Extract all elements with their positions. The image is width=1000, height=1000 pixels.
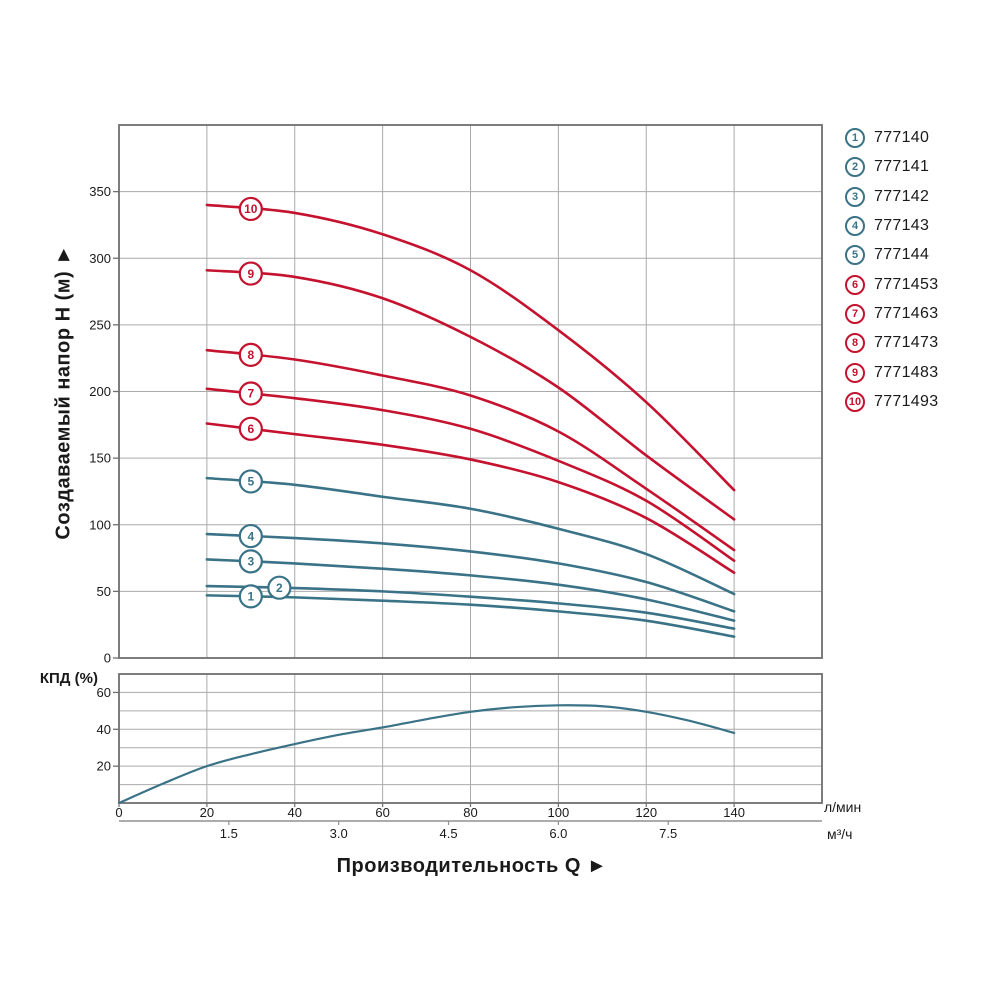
x-tick-label-m3h: 7.5: [659, 826, 677, 841]
legend-item-7771463: 7 7771463: [845, 303, 939, 324]
legend-item-7771453: 6 7771453: [845, 274, 939, 295]
y-tick-label: 0: [104, 651, 111, 666]
efficiency-curve: [117, 704, 736, 805]
head-chart: 0 50 100 150 200 250 300 350 1 2 3 4 5 6 7 8 9 10: [89, 124, 823, 666]
flow-unit-m3h: м³/ч: [827, 826, 853, 842]
legend-model-number: 777140: [874, 129, 930, 146]
legend-number-badge: 3: [845, 186, 865, 207]
legend-item-777143: 4 777143: [845, 215, 930, 236]
legend-model-number: 777144: [874, 246, 930, 264]
legend-number-badge: 9: [845, 362, 865, 383]
flow-unit-lmin: л/мин: [824, 799, 862, 815]
curve-777140: [205, 594, 736, 638]
y-tick-label: 50: [97, 584, 111, 599]
curve-7771453: [205, 422, 736, 575]
y-tick-label: 200: [89, 384, 111, 399]
legend-item-777144: 5 777144: [845, 245, 930, 266]
y-tick-label: 40: [97, 722, 111, 737]
y-tick-label: 150: [89, 451, 111, 466]
x-tick-label-m3h: 6.0: [549, 826, 567, 841]
curve-badge-6: [238, 416, 263, 441]
legend-model-number: 7771493: [874, 392, 939, 410]
curve-badge-number: 2: [276, 581, 283, 595]
legend-number-badge: 6: [845, 274, 865, 295]
curve-7771493: [205, 203, 736, 492]
curve-badge-2: [267, 575, 292, 600]
legend-number-badge: 5: [845, 245, 865, 266]
legend-model-number: 7771463: [874, 304, 939, 322]
legend-model-number: 777142: [874, 187, 930, 205]
curve-badge-5: [238, 469, 263, 494]
legend-item-777142: 3 777142: [845, 186, 930, 207]
curve-badge-number: 9: [247, 267, 254, 281]
curve-badge-number: 10: [244, 202, 258, 216]
x-tick-label-lmin: 120: [635, 805, 657, 820]
curve-badge-number: 1: [247, 590, 254, 604]
curve-badge-number: 6: [247, 422, 254, 436]
legend-item-7771473: 8 7771473: [845, 333, 939, 354]
legend-item-777141: 2 777141: [845, 157, 930, 178]
legend-model-number: 7771473: [874, 334, 939, 352]
flow-axis: 0 20 40 60 80 100 120 140 1.5 3.0 4.5 6.0 7.5: [115, 803, 822, 841]
curve-7771483: [205, 268, 736, 521]
x-tick-label-lmin: 0: [115, 805, 122, 820]
x-tick-label-lmin: 40: [288, 805, 302, 820]
curve-badge-4: [238, 523, 263, 549]
legend-item-7771483: 9 7771483: [845, 362, 939, 383]
curve-7771463: [205, 387, 736, 563]
curve-badge-8: [238, 342, 263, 367]
x-tick-label-m3h: 3.0: [330, 826, 348, 841]
legend-model-number: 777141: [874, 158, 930, 176]
x-tick-label-lmin: 140: [723, 805, 745, 820]
y-tick-label: 60: [97, 685, 111, 700]
legend-item-777140: 1 777140: [845, 128, 929, 148]
efficiency-axis-label: КПД (%): [39, 670, 98, 687]
curve-777144: [205, 476, 736, 596]
x-tick-label-lmin: 80: [463, 805, 477, 820]
legend-number-badge: 7: [845, 303, 865, 324]
curve-badge-9: [238, 261, 263, 286]
curve-badge-number: 7: [247, 387, 254, 401]
y-tick-label: 20: [97, 759, 111, 774]
legend-item-7771493: 10 7771493: [845, 391, 939, 412]
curve-777143: [205, 532, 736, 613]
legend-model-number: 777143: [874, 216, 930, 234]
y-tick-label: 300: [89, 251, 111, 266]
x-tick-label-lmin: 100: [548, 805, 570, 820]
curve-badge-number: 8: [247, 348, 254, 362]
x-tick-label-lmin: 20: [200, 805, 214, 820]
curve-badge-number: 4: [247, 529, 254, 543]
legend-number-badge: 2: [845, 157, 865, 178]
curve-badge-3: [238, 549, 263, 574]
legend-model-number: 7771483: [874, 363, 939, 381]
curve-777141: [205, 584, 736, 630]
x-tick-label-lmin: 60: [375, 805, 389, 820]
curve-badge-10: [238, 196, 263, 222]
legend-number-badge: 8: [845, 333, 865, 354]
efficiency-chart: 20 40 60: [97, 673, 823, 805]
legend-number-badge: 10: [845, 391, 865, 412]
curve-badge-1: [238, 584, 263, 609]
curve-7771473: [205, 348, 736, 552]
curve-badge-number: 3: [247, 555, 254, 569]
curve-777142: [205, 558, 736, 622]
legend-number-badge: 1: [845, 128, 865, 148]
curve-badge-7: [238, 381, 263, 406]
curve-badge-number: 5: [247, 475, 254, 489]
head-axis-label: Создаваемый напор H (м) ►: [52, 244, 75, 540]
y-tick-label: 250: [89, 317, 111, 332]
x-tick-label-m3h: 1.5: [220, 826, 238, 841]
flow-axis-label: Производительность Q ►: [336, 855, 608, 877]
x-tick-label-m3h: 4.5: [439, 826, 457, 841]
legend-model-number: 7771453: [874, 275, 939, 293]
y-tick-label: 100: [89, 517, 111, 532]
legend-number-badge: 4: [845, 215, 865, 236]
y-tick-label: 350: [89, 184, 111, 199]
